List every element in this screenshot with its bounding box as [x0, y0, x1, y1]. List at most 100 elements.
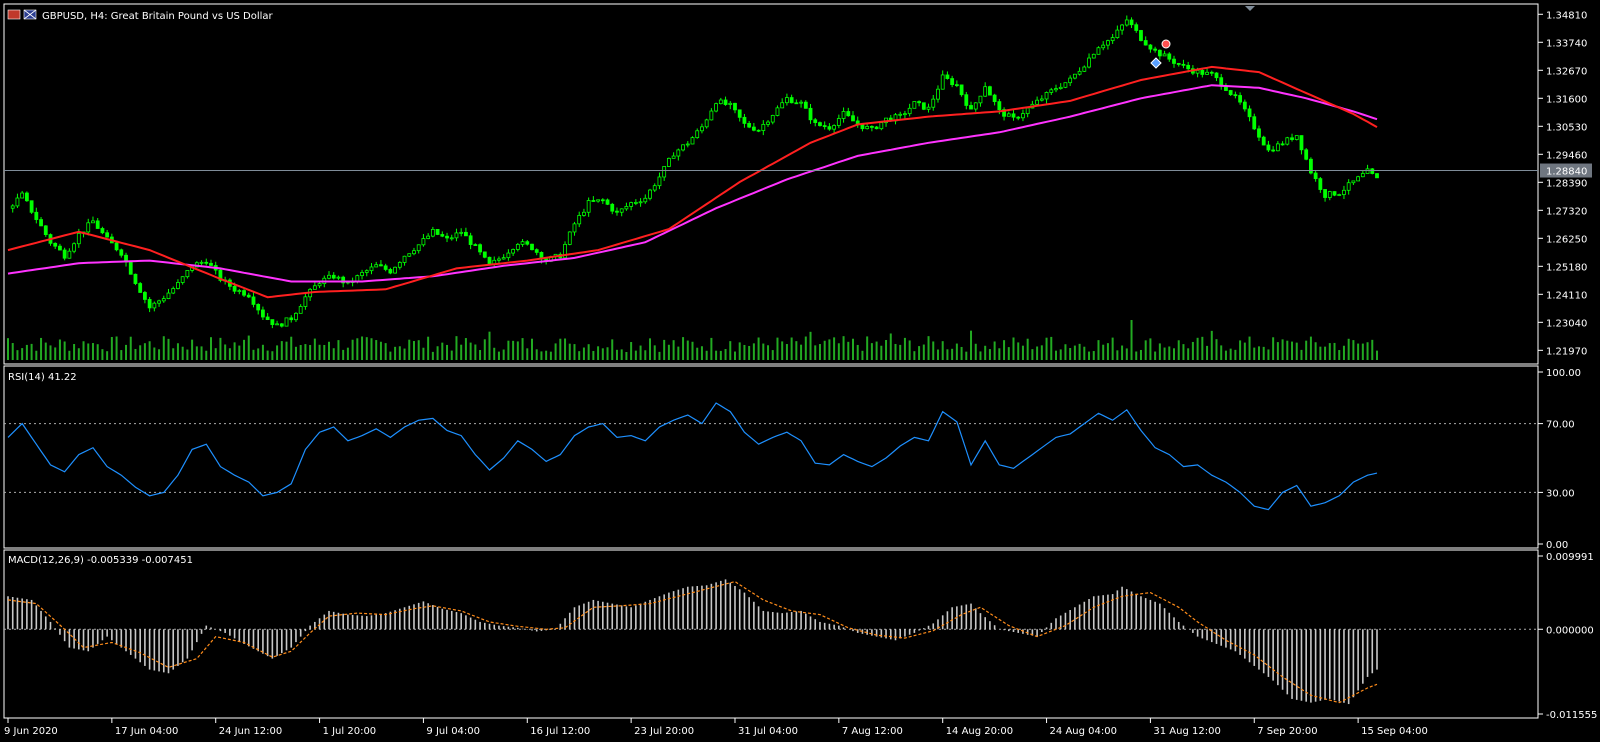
- candle-body: [1039, 98, 1044, 101]
- candle-body: [402, 255, 407, 263]
- candle-body: [1063, 82, 1068, 88]
- candle-body: [105, 232, 110, 238]
- candle-body: [1323, 189, 1327, 198]
- candle-body: [638, 201, 643, 204]
- macd-pane-frame: [3, 549, 1539, 719]
- macd-pane[interactable]: MACD(12,26,9) -0.005339 -0.007451 0.0099…: [3, 549, 1597, 721]
- price-pane[interactable]: GBPUSD, H4: Great Britain Pound vs US Do…: [3, 3, 1592, 365]
- candle-body: [737, 109, 742, 118]
- price-pane-frame: [3, 3, 1539, 365]
- candle-body: [903, 113, 907, 116]
- candle-body: [39, 219, 43, 227]
- time-tick-label: 16 Jul 12:00: [530, 726, 590, 737]
- candle-body: [284, 317, 289, 327]
- candle-body: [341, 276, 346, 284]
- candle-body: [747, 123, 752, 128]
- candle-body: [1304, 149, 1309, 160]
- candle-body: [766, 121, 770, 125]
- candle-body: [1370, 168, 1375, 174]
- price-tick-label: 1.25180: [1546, 262, 1587, 273]
- candle-body: [591, 200, 596, 202]
- candle-body: [813, 119, 818, 123]
- trade-marker-buy-icon: [1150, 57, 1162, 69]
- candle-body: [841, 111, 846, 119]
- candle-body: [128, 261, 133, 275]
- candle-body: [1044, 92, 1049, 100]
- candle-body: [1186, 64, 1191, 70]
- candle-body: [775, 107, 780, 116]
- candle-body: [1252, 116, 1257, 130]
- candle-body: [534, 249, 539, 253]
- candle-body: [53, 242, 58, 247]
- candle-body: [185, 270, 190, 278]
- shift-marker-icon[interactable]: [1245, 6, 1255, 11]
- candle-body: [383, 265, 388, 270]
- candle-body: [624, 206, 629, 210]
- candle-body: [530, 243, 534, 251]
- candle-body: [695, 130, 700, 139]
- candle-body: [1167, 53, 1172, 60]
- time-axis: 9 Jun 2020 17 Jun 04:00 24 Jun 12:00 1 Jul …: [4, 718, 1428, 737]
- candle-body: [58, 245, 62, 251]
- candle-body: [799, 101, 803, 104]
- candle-body: [780, 102, 785, 109]
- candle-body: [95, 220, 100, 229]
- candle-body: [67, 250, 72, 259]
- rsi-pane[interactable]: RSI(14) 41.22 100.00 70.00 30.00 0.00: [3, 365, 1581, 551]
- candle-body: [76, 232, 81, 245]
- candle-body: [374, 264, 379, 268]
- candle-body: [1011, 113, 1016, 118]
- candle-body: [992, 94, 997, 103]
- candle-body: [1285, 137, 1290, 145]
- candle-body: [988, 86, 992, 96]
- candle-body: [1318, 178, 1323, 190]
- candle-body: [468, 235, 473, 245]
- candle-body: [978, 95, 983, 104]
- price-tick-label: 1.26250: [1546, 234, 1587, 245]
- candle-body: [756, 129, 761, 132]
- candle-body: [34, 211, 39, 220]
- candle-body: [10, 205, 15, 209]
- time-tick-label: 31 Aug 12:00: [1153, 726, 1220, 737]
- candle-body: [1025, 107, 1030, 115]
- candle-body: [685, 143, 690, 146]
- macd-title: MACD(12,26,9) -0.005339 -0.007451: [8, 555, 193, 566]
- candle-body: [440, 234, 445, 237]
- candle-body: [586, 200, 591, 213]
- candle-body: [251, 296, 256, 305]
- candle-body: [86, 222, 91, 233]
- candle-body: [1143, 40, 1148, 46]
- candle-body: [718, 99, 723, 105]
- candle-body: [209, 262, 213, 266]
- candle-body: [1096, 47, 1101, 55]
- candle-body: [412, 250, 416, 255]
- candle-body: [1346, 182, 1351, 191]
- candle-body: [459, 231, 464, 234]
- candle-body: [430, 229, 435, 237]
- candle-body: [1261, 136, 1266, 146]
- candle-body: [940, 74, 945, 90]
- candle-body: [851, 115, 855, 122]
- candle-body: [1181, 63, 1186, 66]
- candle-body: [265, 316, 270, 320]
- candle-body: [945, 74, 950, 79]
- candle-body: [1087, 57, 1091, 68]
- candle-body: [1110, 37, 1115, 42]
- candle-body: [119, 249, 124, 256]
- macd-signal-line: [7, 580, 1378, 704]
- candle-body: [157, 300, 161, 304]
- candle-body: [478, 244, 482, 253]
- candle-body: [1332, 191, 1337, 196]
- candle-body: [294, 312, 298, 321]
- candle-body: [24, 192, 29, 202]
- candle-body: [29, 200, 34, 213]
- candle-body: [1337, 194, 1342, 196]
- rsi-axis: 100.00 70.00 30.00 0.00: [1538, 368, 1581, 551]
- candle-body: [511, 249, 516, 254]
- candle-body: [1172, 58, 1176, 64]
- candle-body: [289, 317, 294, 321]
- candle-body: [874, 126, 879, 130]
- candle-body: [950, 78, 955, 86]
